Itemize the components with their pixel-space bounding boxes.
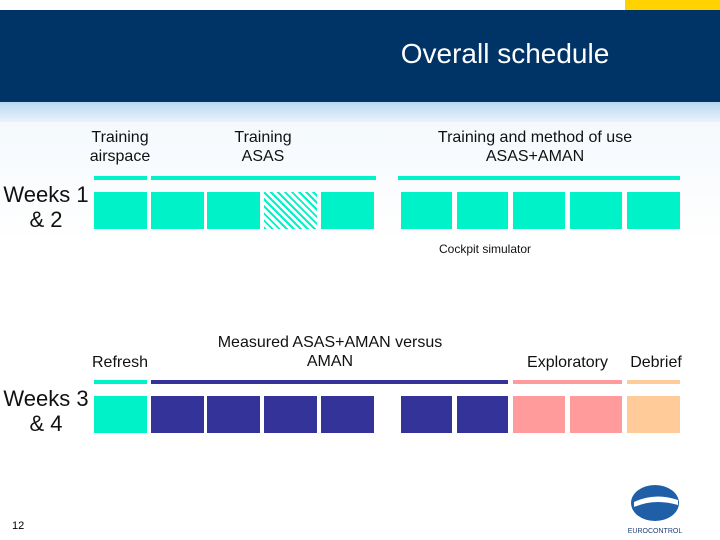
block — [94, 396, 147, 433]
block — [627, 192, 680, 229]
title: Overall schedule — [400, 38, 610, 69]
phase-bar — [513, 380, 622, 384]
row-label: Weeks 1 & 2 — [3, 182, 89, 232]
header-shade — [0, 102, 720, 122]
accent-strip — [625, 0, 720, 10]
block — [151, 396, 204, 433]
phase-bar — [151, 380, 508, 384]
block — [513, 192, 565, 229]
phase-bar — [94, 176, 147, 180]
top-strip — [0, 0, 625, 10]
block — [207, 192, 260, 229]
phase-label: Refresh — [91, 354, 149, 371]
block — [457, 396, 508, 433]
phase-bar — [398, 176, 680, 180]
block — [457, 192, 508, 229]
block — [321, 192, 374, 229]
block — [207, 396, 260, 433]
phase-bar — [151, 176, 376, 180]
block — [513, 396, 565, 433]
block — [401, 192, 452, 229]
phase-bar — [627, 380, 680, 384]
logo-mark — [631, 485, 679, 521]
note: Cockpit simulator — [438, 242, 532, 256]
block — [264, 396, 317, 433]
hatched-block — [264, 192, 317, 229]
block — [94, 192, 147, 229]
block — [570, 192, 622, 229]
logo: EUROCONTROL — [628, 485, 683, 535]
block — [321, 396, 374, 433]
block — [627, 396, 680, 433]
phase-label: Exploratory — [527, 354, 608, 371]
phase-label: Measured ASAS+AMAN versus AMAN — [217, 334, 443, 370]
phase-label: Training airspace — [89, 129, 151, 165]
phase-label: Training ASAS — [234, 129, 292, 165]
block — [401, 396, 452, 433]
phase-bar — [94, 380, 147, 384]
page-number: 12 — [12, 520, 25, 532]
phase-label: Debrief — [630, 354, 682, 371]
logo-text: EUROCONTROL — [628, 528, 683, 535]
logo-swoosh — [634, 496, 678, 507]
row-label: Weeks 3 & 4 — [3, 386, 89, 436]
block — [570, 396, 622, 433]
block — [151, 192, 204, 229]
phase-label: Training and method of use ASAS+AMAN — [437, 129, 633, 165]
header — [0, 10, 720, 102]
